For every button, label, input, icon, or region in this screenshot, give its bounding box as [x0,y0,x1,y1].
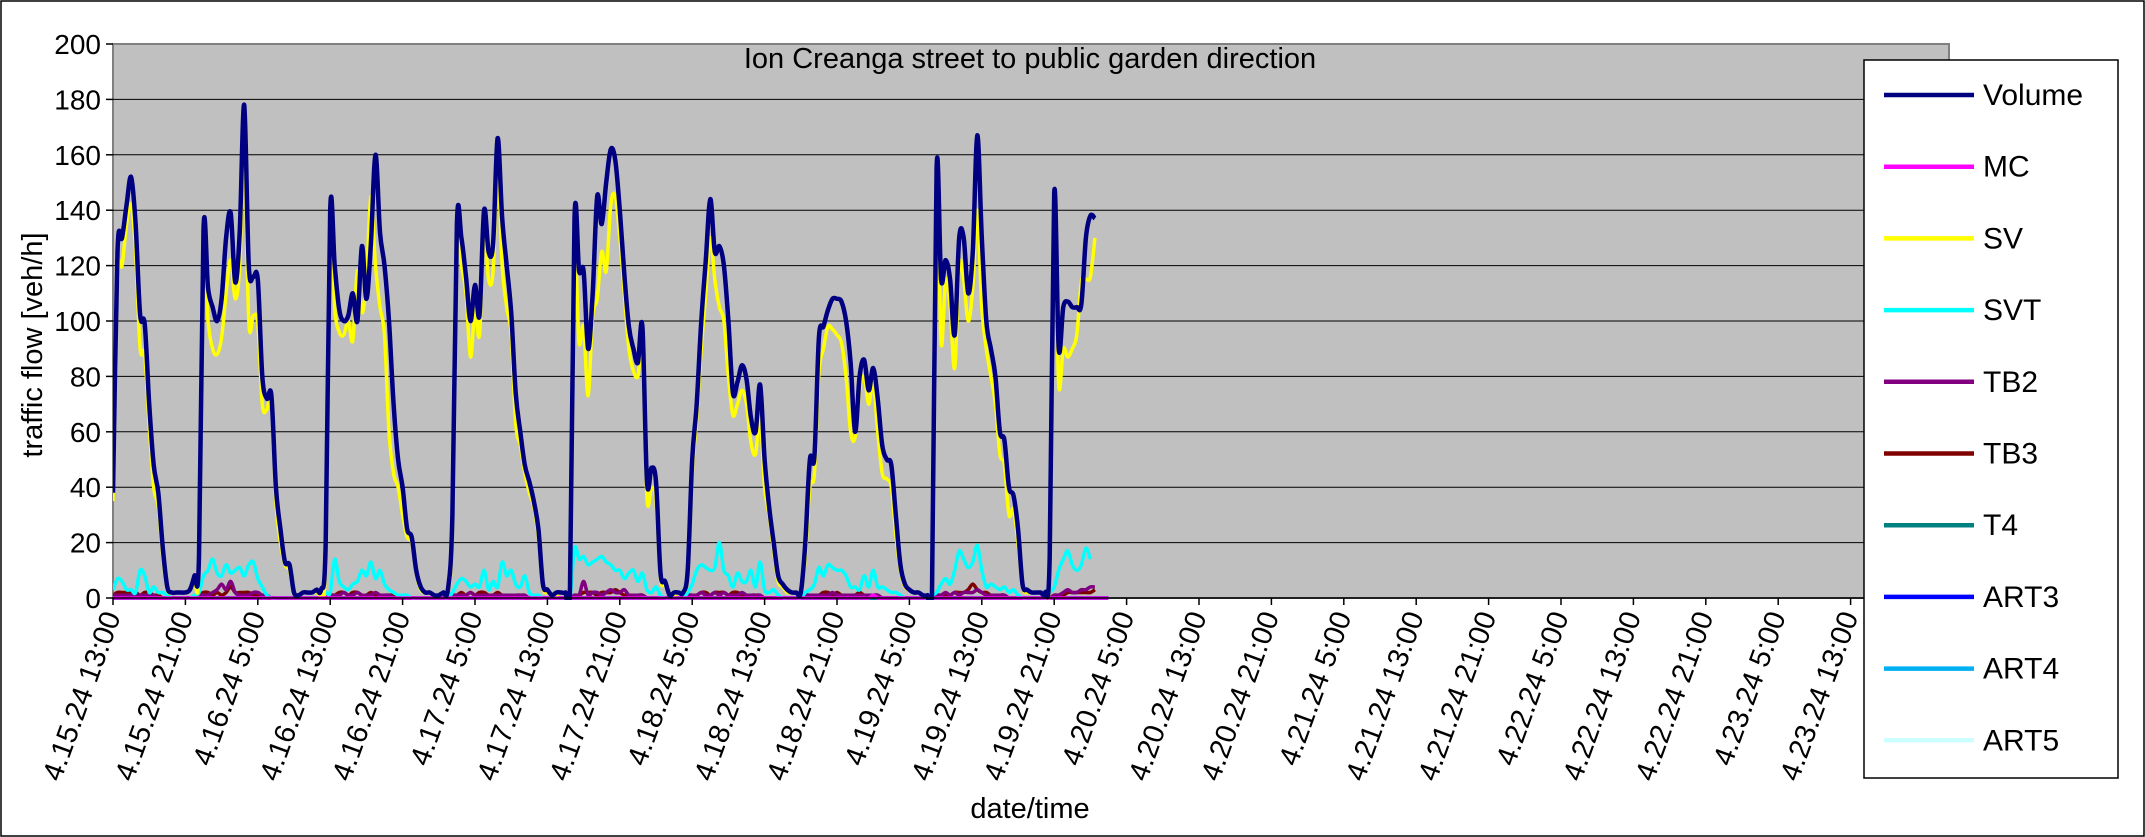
y-tick-label: 0 [85,583,101,614]
legend-label-art3: ART3 [1983,581,2059,614]
legend: Volume MC SV SVT TB2 TB3 T4 ART3 ART4 ART5 [1884,79,2083,757]
legend-label-art4: ART4 [1983,653,2059,686]
y-tick-label: 60 [70,417,101,448]
y-axis-label: traffic flow [veh/h] [17,232,49,457]
y-axis-tick-labels: 0 20 40 60 80 100 120 140 160 180 200 [54,29,113,614]
legend-label-sv: SV [1983,222,2023,255]
y-tick-label: 80 [70,361,101,392]
legend-label-volume: Volume [1983,79,2083,112]
gridlines [113,98,1949,544]
legend-label-mc: MC [1983,151,2030,184]
y-tick-label: 120 [54,251,101,282]
y-tick-label: 180 [54,84,101,115]
legend-label-t4: T4 [1983,509,2018,542]
x-axis-label: date/time [970,793,1089,825]
y-tick-label: 160 [54,140,101,171]
legend-label-svt: SVT [1983,294,2041,327]
legend-label-tb3: TB3 [1983,438,2038,471]
y-tick-label: 40 [70,472,101,503]
legend-label-art5: ART5 [1983,724,2059,757]
y-tick-label: 20 [70,528,101,559]
y-tick-label: 100 [54,306,101,337]
legend-label-tb2: TB2 [1983,366,2038,399]
series-volume-line [113,102,1097,600]
y-tick-label: 140 [54,195,101,226]
chart-title: Ion Creanga street to public garden dire… [744,43,1316,75]
legend-box [1863,59,2119,779]
y-tick-label: 200 [54,29,101,60]
